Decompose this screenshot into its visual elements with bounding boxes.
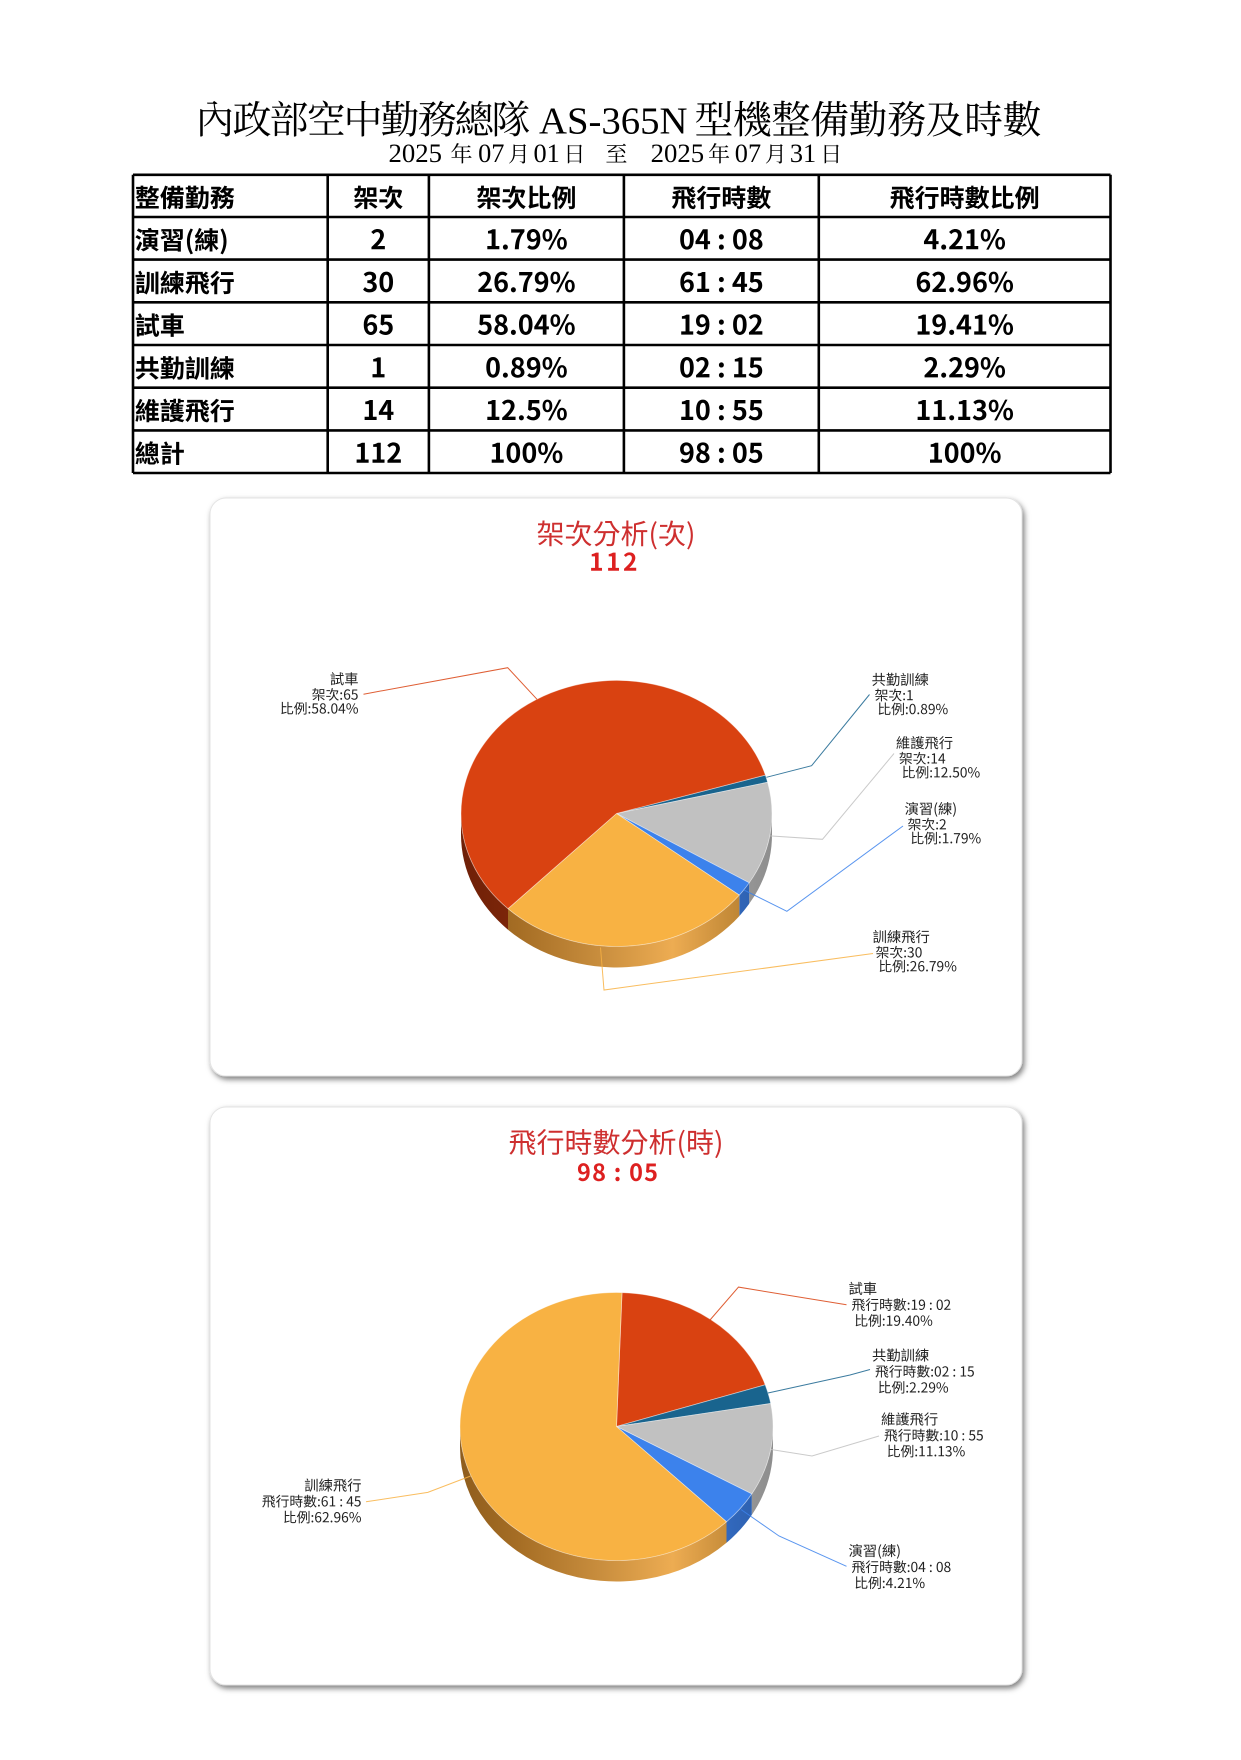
svg-text:01: 01	[534, 139, 560, 168]
svg-text:07: 07	[735, 139, 761, 168]
svg-text:07: 07	[478, 139, 504, 168]
svg-text:2025: 2025	[389, 139, 443, 168]
svg-text:2025: 2025	[651, 139, 705, 168]
svg-text:AS-365N: AS-365N	[539, 101, 688, 143]
svg-text:31: 31	[790, 139, 816, 168]
